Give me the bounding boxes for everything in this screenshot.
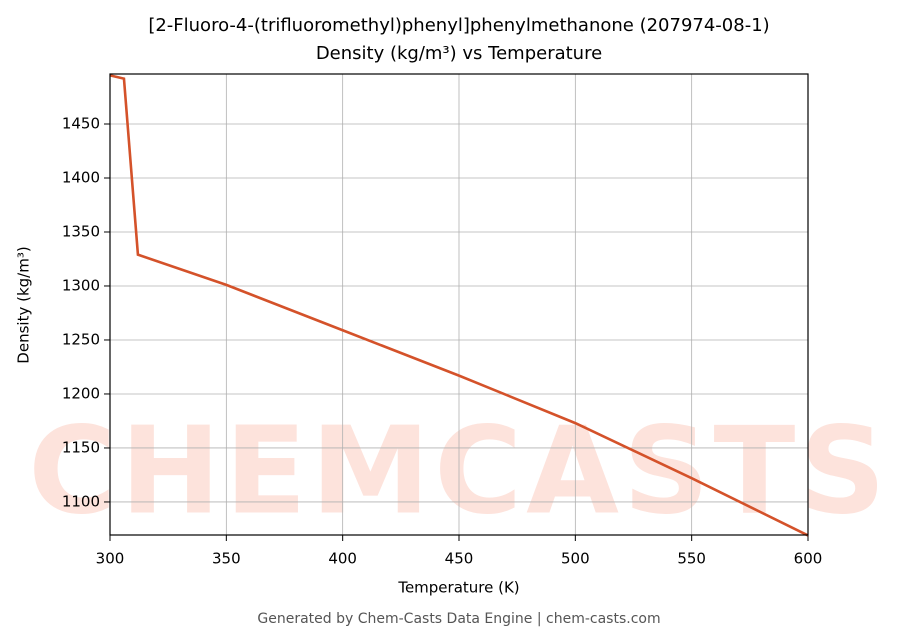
x-tick-label: 500 — [561, 550, 590, 568]
x-tick-label: 600 — [794, 550, 823, 568]
data-line — [109, 74, 809, 537]
x-axis-label: Temperature (K) — [397, 579, 519, 597]
plot-frame — [109, 73, 809, 536]
y-tick-label: 1300 — [62, 276, 100, 294]
y-tick-label: 1250 — [62, 330, 100, 348]
y-axis-label: Density (kg/m³) — [15, 246, 33, 363]
x-tick-label: 400 — [328, 550, 357, 568]
x-tick-label: 450 — [445, 550, 474, 568]
y-tick-label: 1400 — [62, 168, 100, 186]
chart-title: [2-Fluoro-4-(trifluoromethyl)phenyl]phen… — [148, 15, 769, 36]
y-tick-label: 1200 — [62, 384, 100, 402]
y-tick-label: 1150 — [62, 438, 100, 456]
x-tick-label: 550 — [677, 550, 706, 568]
x-tick-label: 350 — [212, 550, 241, 568]
y-tick-label: 1450 — [62, 114, 100, 132]
chart-subtitle: Density (kg/m³) vs Temperature — [316, 43, 602, 64]
footer: Generated by Chem-Casts Data Engine | ch… — [257, 611, 660, 627]
x-tick-label: 300 — [96, 550, 125, 568]
watermark: CHEMCASTS — [28, 403, 890, 542]
y-tick-label: 1350 — [62, 222, 100, 240]
y-tick-label: 1100 — [62, 492, 100, 510]
